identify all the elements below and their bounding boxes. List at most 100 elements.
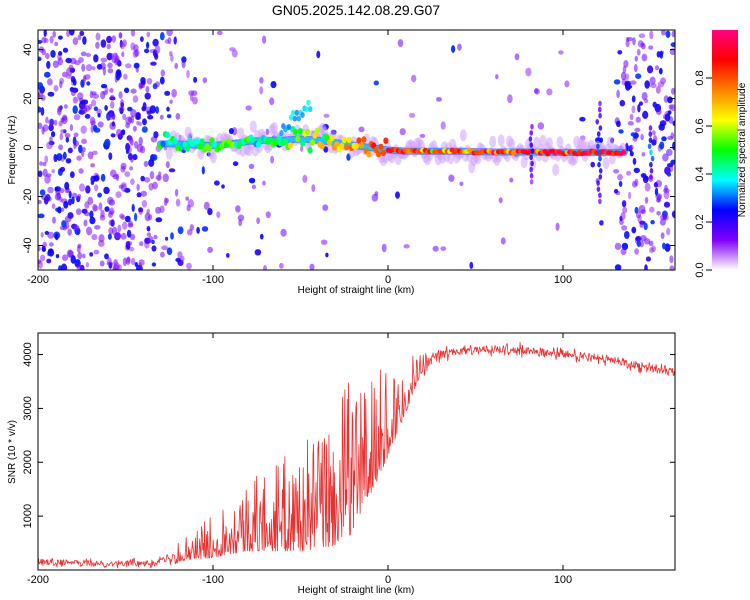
spectrogram-streak [649,149,653,156]
spectrogram-ridge-point [211,141,217,148]
spectrogram-noise-blob [107,62,113,69]
spectrogram-noise-blob [58,144,64,151]
spectrogram-noise-blob [139,241,144,247]
snr-marks [38,341,675,569]
spectrogram-noise-blob [323,146,329,153]
spectrogram-noise-blob [67,228,72,236]
spectrogram-noise-blob [73,140,80,147]
spectrogram-noise-blob [228,128,234,135]
spectrogram-streak [597,149,601,156]
spectrogram-noise-blob [151,262,157,267]
spectrogram-noise-blob [38,106,42,113]
spectrogram-noise-blob [629,113,634,121]
spectrogram-noise-blob [144,48,150,54]
spectrogram-noise-blob [61,254,69,261]
spectrogram-noise-blob [89,116,96,126]
snr-series-line [38,341,675,569]
spectrogram-noise-blob [115,173,120,181]
spectrogram-noise-blob [159,32,165,41]
spectrogram-noise-blob [311,184,316,193]
spectrogram-noise-blob [40,232,44,238]
spectrogram-streak [598,174,603,180]
spectrogram-noise-blob [119,42,125,50]
spectrogram-noise-blob [650,220,655,225]
spectrogram-ridge-point [304,128,311,136]
spectrogram-noise-blob [143,160,149,167]
spectrogram-noise-blob [91,99,97,107]
spectrogram-noise-blob [87,151,94,160]
spectrogram-noise-blob [153,234,158,240]
spectrogram-ridge-point [295,135,301,142]
colorbar-label: Normalized spectral amplitude [737,82,748,217]
spectrogram-noise-blob [42,168,48,177]
spectrogram-noise-blob [49,242,54,247]
spectrogram-noise-blob [663,190,670,200]
spectrogram-ridge-point [621,150,627,155]
spectrogram-noise-blob [653,182,659,188]
spectrogram-noise-blob [64,181,70,190]
spectrogram-branch-point [306,99,311,106]
spectrogram-streak [529,172,534,179]
spectrogram-noise-blob [72,37,79,45]
spectrogram-noise-blob [207,208,213,216]
spectrogram-noise-blob [666,172,672,177]
spectrogram-noise-blob [459,181,464,187]
spectrogram-noise-blob [632,137,638,142]
spectrogram-noise-blob [59,80,63,89]
spectrogram-noise-blob [634,248,639,255]
spectrogram-noise-blob [162,173,169,183]
spectrogram-noise-blob [159,114,164,120]
spectrogram-noise-blob [97,192,102,198]
spectrogram-noise-blob [108,36,113,42]
spectrogram-noise-blob [134,212,138,222]
spectrogram-noise-blob [62,151,67,160]
spectrogram-noise-blob [89,210,94,219]
spectrogram-noise-blob [621,225,628,231]
spectrogram-noise-blob [667,110,672,115]
spectrogram-noise-blob [509,177,514,183]
spectrogram-noise-blob [124,87,130,94]
spectrogram-noise-blob [100,91,106,100]
spectrogram-streak [648,125,653,131]
spectrogram-streak [649,168,654,174]
spectrogram-noise-blob [173,36,177,45]
y-tick-label: 0 [22,144,34,150]
spectrogram-noise-blob [94,224,101,230]
spectrogram-ridge-point [297,128,303,135]
spectrogram-noise-blob [614,264,622,270]
spectrogram-noise-blob [193,76,198,83]
spectrogram-noise-blob [618,180,623,187]
spectrogram-noise-blob [138,82,144,89]
spectrogram-ridge-point [319,143,325,150]
spectrogram-noise-blob [149,105,156,114]
spectrogram-ridge-point [199,138,205,145]
spectrogram-noise-blob [507,94,513,104]
spectrogram-noise-blob [174,62,178,69]
spectrogram-halo [459,129,467,142]
spectrogram-noise-blob [38,82,44,90]
spectrogram-noise-blob [99,214,106,221]
spectrogram-noise-blob [44,71,51,78]
spectrogram-noise-blob [150,61,157,66]
spectrogram-noise-blob [279,262,284,269]
spectrogram-noise-blob [106,43,111,50]
spectrogram-noise-blob [77,34,82,41]
spectrogram-noise-blob [633,167,640,174]
spectrogram-noise-blob [662,153,669,162]
spectrogram-noise-blob [180,255,185,262]
spectrogram-noise-blob [97,113,101,118]
spectrogram-noise-blob [623,60,629,68]
spectrogram-noise-blob [672,141,675,151]
spectrogram-noise-blob [38,213,45,219]
spectrogram-noise-blob [42,161,47,167]
spectrogram-streak [599,137,604,143]
spectrogram-noise-blob [71,196,75,205]
spectrogram-noise-blob [130,109,137,118]
spectrogram-noise-blob [50,50,56,58]
spectrogram-noise-blob [409,112,416,118]
spectrogram-noise-blob [135,115,141,120]
spectrogram-noise-blob [263,265,267,270]
spectrogram-noise-blob [100,57,108,63]
spectrogram-noise-blob [657,81,665,88]
spectrogram-noise-blob [630,132,636,137]
